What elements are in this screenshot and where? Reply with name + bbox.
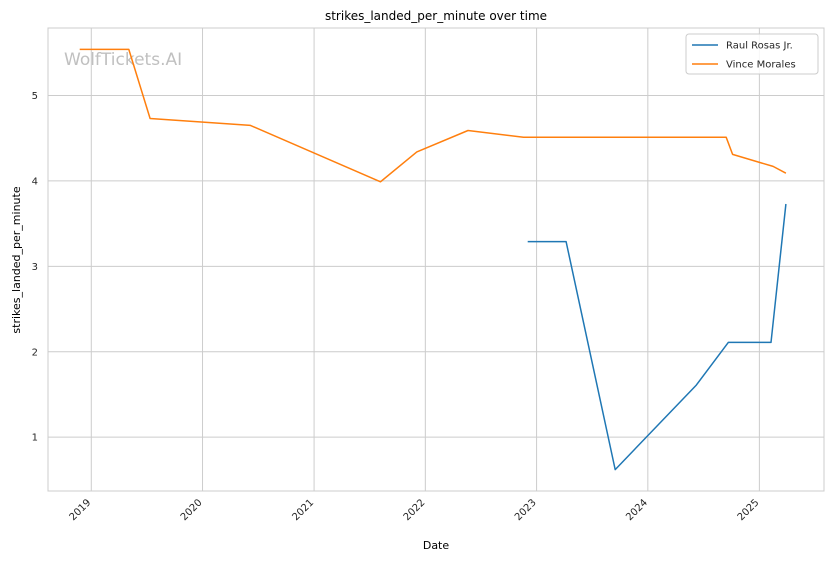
legend-label: Vince Morales [726,60,796,71]
y-tick-label: 4 [32,176,38,187]
chart-title: strikes_landed_per_minute over time [325,9,547,23]
y-tick-label: 3 [32,262,38,273]
watermark: WolfTickets.AI [64,50,182,70]
y-tick-label: 1 [32,433,38,444]
series-line-raul-rosas-jr [527,203,787,471]
legend-label: Raul Rosas Jr. [726,41,793,52]
series-line-vince-morales [79,48,787,183]
x-axis-label: Date [423,539,450,552]
series-layer [79,48,787,471]
plot-area-frame [47,27,825,492]
legend: Raul Rosas Jr. Vince Morales [685,33,819,75]
legend-box [685,33,819,75]
y-axis-label: strikes_landed_per_minute [10,186,23,333]
grid-lines [48,28,824,491]
y-tick-label: 2 [32,347,38,358]
y-tick-label: 5 [32,91,38,102]
y-axis-ticks: 1 2 3 4 5 [32,91,38,444]
